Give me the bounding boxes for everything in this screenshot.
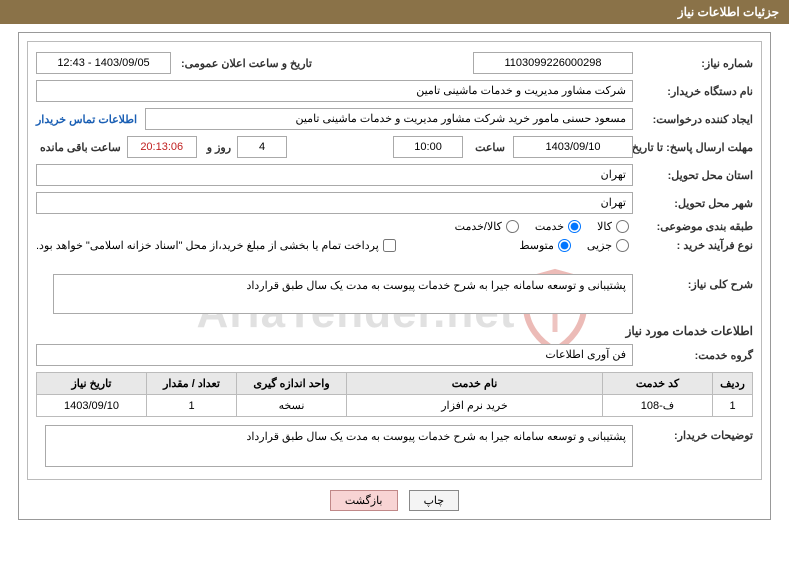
lbl-days-and: روز و xyxy=(203,141,231,154)
chk-treasury[interactable] xyxy=(383,239,396,252)
fld-city: تهران xyxy=(36,192,633,214)
lbl-province: استان محل تحویل: xyxy=(633,169,753,182)
row-need-no: شماره نیاز: 1103099226000298 تاریخ و ساع… xyxy=(36,52,753,74)
td-name: خرید نرم افزار xyxy=(347,395,603,417)
th-unit: واحد اندازه گیری xyxy=(237,373,347,395)
lbl-deadline: مهلت ارسال پاسخ: تا تاریخ: xyxy=(633,141,753,154)
lbl-purchase-type: نوع فرآیند خرید : xyxy=(633,239,753,252)
radio-goods[interactable] xyxy=(616,220,629,233)
fld-requester: مسعود حسنی مامور خرید شرکت مشاور مدیریت … xyxy=(145,108,633,130)
radio-medium[interactable] xyxy=(558,239,571,252)
row-province: استان محل تحویل: تهران xyxy=(36,164,753,186)
td-unit: نسخه xyxy=(237,395,347,417)
radio-service[interactable] xyxy=(568,220,581,233)
row-service-group: گروه خدمت: فن آوری اطلاعات xyxy=(36,344,753,366)
td-index: 1 xyxy=(713,395,753,417)
outer-panel: AriaTender.net شماره نیاز: 1103099226000… xyxy=(18,32,771,520)
radio-goods-service[interactable] xyxy=(506,220,519,233)
td-code: ف-108 xyxy=(603,395,713,417)
fld-deadline-date: 1403/09/10 xyxy=(513,136,633,158)
fld-service-group: فن آوری اطلاعات xyxy=(36,344,633,366)
table-row: 1 ف-108 خرید نرم افزار نسخه 1 1403/09/10 xyxy=(37,395,753,417)
lbl-requester: ایجاد کننده درخواست: xyxy=(633,113,753,126)
fld-need-no: 1103099226000298 xyxy=(473,52,633,74)
print-button[interactable]: چاپ xyxy=(409,490,460,511)
lbl-buyer-org: نام دستگاه خریدار: xyxy=(633,85,753,98)
row-deadline: مهلت ارسال پاسخ: تا تاریخ: 1403/09/10 سا… xyxy=(36,136,753,158)
fld-days: 4 xyxy=(237,136,287,158)
row-buyer-org: نام دستگاه خریدار: شرکت مشاور مدیریت و خ… xyxy=(36,80,753,102)
section-services-info: اطلاعات خدمات مورد نیاز xyxy=(36,324,753,338)
lbl-buyer-notes: توضیحات خریدار: xyxy=(641,425,753,442)
lbl-need-desc: شرح کلی نیاز: xyxy=(633,274,753,291)
row-city: شهر محل تحویل: تهران xyxy=(36,192,753,214)
fld-deadline-time: 10:00 xyxy=(393,136,463,158)
fld-announce: 1403/09/05 - 12:43 xyxy=(36,52,171,74)
back-button[interactable]: بازگشت xyxy=(330,490,398,511)
th-code: کد خدمت xyxy=(603,373,713,395)
lbl-treasury: پرداخت تمام یا بخشی از مبلغ خرید،از محل … xyxy=(36,239,379,252)
th-qty: تعداد / مقدار xyxy=(147,373,237,395)
inner-panel: شماره نیاز: 1103099226000298 تاریخ و ساع… xyxy=(27,41,762,480)
td-qty: 1 xyxy=(147,395,237,417)
lbl-classification: طبقه بندی موضوعی: xyxy=(633,220,753,233)
lbl-minor: جزیی xyxy=(587,239,612,252)
th-index: ردیف xyxy=(713,373,753,395)
lbl-goods: کالا xyxy=(597,220,612,233)
lbl-service: خدمت xyxy=(535,220,564,233)
td-date: 1403/09/10 xyxy=(37,395,147,417)
lbl-announce: تاریخ و ساعت اعلان عمومی: xyxy=(177,57,312,70)
row-classification: طبقه بندی موضوعی: کالا خدمت کالا/خدمت xyxy=(36,220,753,233)
table-header-row: ردیف کد خدمت نام خدمت واحد اندازه گیری ت… xyxy=(37,373,753,395)
radio-minor[interactable] xyxy=(616,239,629,252)
lbl-need-no: شماره نیاز: xyxy=(633,57,753,70)
th-date: تاریخ نیاز xyxy=(37,373,147,395)
fld-province: تهران xyxy=(36,164,633,186)
fld-need-desc: پشتیبانی و توسعه سامانه جیرا به شرح خدما… xyxy=(53,274,633,314)
row-need-desc: شرح کلی نیاز: پشتیبانی و توسعه سامانه جی… xyxy=(36,274,753,314)
row-buyer-notes: توضیحات خریدار: پشتیبانی و توسعه سامانه … xyxy=(36,425,753,467)
lbl-time: ساعت xyxy=(471,141,505,154)
lbl-city: شهر محل تحویل: xyxy=(633,197,753,210)
services-table: ردیف کد خدمت نام خدمت واحد اندازه گیری ت… xyxy=(36,372,753,417)
row-purchase-type: نوع فرآیند خرید : جزیی متوسط پرداخت تمام… xyxy=(36,239,753,252)
lbl-remaining: ساعت باقی مانده xyxy=(36,141,121,154)
page-header: جزئیات اطلاعات نیاز xyxy=(0,0,789,24)
page-title: جزئیات اطلاعات نیاز xyxy=(678,5,779,19)
fld-buyer-org: شرکت مشاور مدیریت و خدمات ماشینی تامین xyxy=(36,80,633,102)
row-requester: ایجاد کننده درخواست: مسعود حسنی مامور خر… xyxy=(36,108,753,130)
lbl-service-group: گروه خدمت: xyxy=(633,349,753,362)
link-contact[interactable]: اطلاعات تماس خریدار xyxy=(36,113,137,126)
th-name: نام خدمت xyxy=(347,373,603,395)
fld-countdown: 20:13:06 xyxy=(127,136,197,158)
button-bar: چاپ بازگشت xyxy=(27,490,762,511)
fld-buyer-notes: پشتیبانی و توسعه سامانه جیرا به شرح خدما… xyxy=(45,425,633,467)
lbl-medium: متوسط xyxy=(519,239,554,252)
lbl-goods-service: کالا/خدمت xyxy=(455,220,502,233)
